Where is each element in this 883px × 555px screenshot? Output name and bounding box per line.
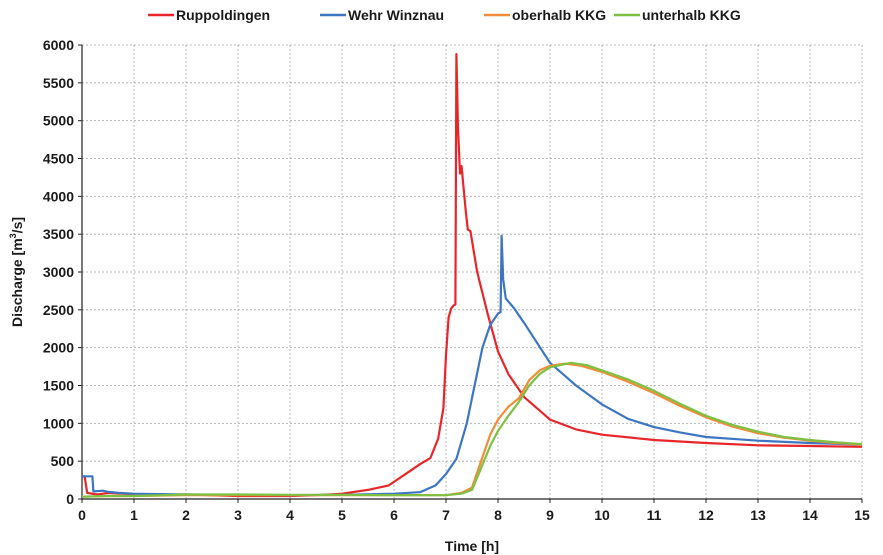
x-tick-label: 7 [442,507,450,523]
x-tick-label: 12 [698,507,714,523]
y-tick-label: 2000 [43,340,74,356]
series-line-oberhalb-kkg [81,362,863,498]
x-tick-label: 9 [546,507,554,523]
x-tick-label: 14 [802,507,818,523]
y-tick-label: 4500 [43,151,74,167]
x-tick-labels: 0 1 2 3 4 5 6 7 8 9 10 11 12 13 14 15 [78,499,870,523]
x-axis-title: Time [h] [445,538,499,554]
x-tick-label: 6 [390,507,398,523]
x-tick-label: 13 [750,507,766,523]
x-tick-label: 15 [854,507,870,523]
x-tick-label: 10 [594,507,610,523]
series-lines [81,53,863,498]
x-tick-label: 3 [234,507,242,523]
y-tick-label: 500 [51,453,75,469]
y-axis-title: Discharge [m3/s] [8,217,25,327]
legend-label-wehr-winznau: Wehr Winznau [348,7,444,23]
y-tick-label: 1500 [43,378,74,394]
y-tick-label: 5500 [43,75,74,91]
x-tick-label: 11 [647,507,662,523]
y-tick-label: 1000 [43,415,74,431]
x-tick-label: 8 [494,507,502,523]
y-tick-label: 3500 [43,226,74,242]
grid [82,44,863,499]
legend-label-ruppoldingen: Ruppoldingen [176,7,270,23]
series-line-unterhalb-kkg [81,361,863,498]
y-tick-label: 6000 [43,37,74,53]
y-axis-title-main: Discharge [m [9,238,25,327]
y-tick-label: 2500 [43,302,74,318]
x-tick-label: 2 [182,507,190,523]
x-tick-label: 5 [338,507,346,523]
x-tick-label: 4 [286,507,294,523]
y-tick-label: 0 [66,491,74,507]
y-tick-label: 3000 [43,264,74,280]
x-tick-label: 0 [78,507,86,523]
legend-label-unterhalb-kkg: unterhalb KKG [642,7,741,23]
y-tick-label: 5000 [43,113,74,129]
y-tick-labels: 0 500 1000 1500 2000 2500 3000 3500 4000 4500 5000… [43,37,82,507]
legend: Ruppoldingen Wehr Winznau oberhalb KKG unte… [148,7,741,23]
x-tick-label: 1 [130,507,138,523]
series-line-wehr-winznau [82,234,863,497]
y-tick-label: 4000 [43,188,74,204]
legend-label-oberhalb-kkg: oberhalb KKG [512,7,606,23]
y-axis-title-sup: 3 [8,233,18,238]
y-axis-title-tail: /s] [9,217,25,233]
